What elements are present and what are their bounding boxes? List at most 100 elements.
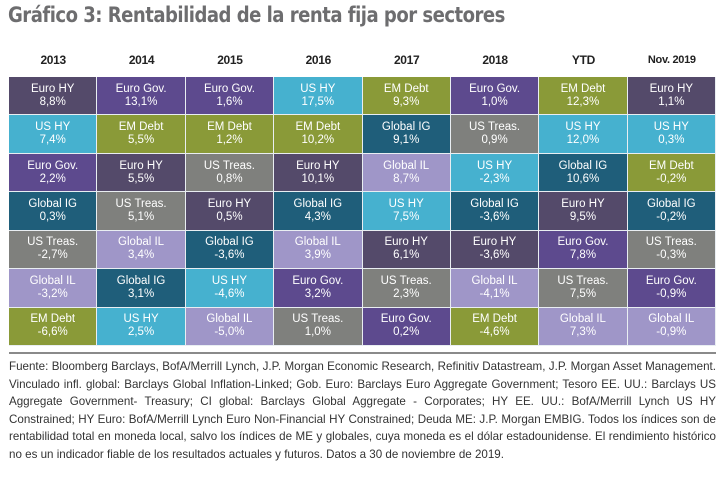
return-value: 2,3% xyxy=(393,287,420,300)
column-headers: 2013 2014 2015 2016 2017 2018 YTD Nov. 2019 xyxy=(9,50,716,70)
sector-label: Global IG xyxy=(116,274,166,287)
grid-cell: Global IG -0,2% xyxy=(627,192,716,231)
return-value: 17,5% xyxy=(301,95,335,108)
grid-cell: US HY 7,4% xyxy=(9,115,98,154)
sector-label: US Treas. xyxy=(292,313,344,326)
sector-label: US Treas. xyxy=(27,236,79,249)
returns-grid: Euro HY 8,8% US HY 7,4% Euro Gov. 2,2% Global … xyxy=(9,77,716,346)
sector-label: Euro Gov. xyxy=(380,313,432,326)
return-value: 7,8% xyxy=(569,249,597,262)
grid-cell: EM Debt -0,2% xyxy=(627,153,716,193)
return-value: 0,8% xyxy=(216,172,243,185)
sector-label: Euro Gov. xyxy=(469,82,521,95)
return-value: -0,2% xyxy=(656,172,687,185)
grid-cell: US HY -4,6% xyxy=(185,269,275,308)
return-value: 6,1% xyxy=(393,249,420,262)
sector-label: EM Debt xyxy=(560,82,606,95)
return-value: 9,3% xyxy=(393,95,420,108)
return-value: -4,1% xyxy=(479,287,510,300)
return-value: 0,2% xyxy=(393,326,420,339)
sector-label: Global IG xyxy=(205,236,254,249)
sector-label: US Treas. xyxy=(115,197,167,210)
column-header: 2016 xyxy=(305,53,332,67)
grid-cell: US HY -2,3% xyxy=(450,153,540,193)
return-value: 13,1% xyxy=(124,95,158,108)
sector-label: Global IG xyxy=(293,197,343,210)
column-header: 2013 xyxy=(40,53,66,67)
grid-cell: US Treas. 7,5% xyxy=(539,269,628,308)
sector-label: Euro Gov. xyxy=(203,82,255,95)
sector-label: EM Debt xyxy=(472,313,517,326)
grid-cell: Euro Gov. 1,6% xyxy=(185,77,275,116)
grid-cell: Global IG 4,3% xyxy=(274,192,363,231)
column-header: 2015 xyxy=(217,53,243,67)
sector-label: US Treas. xyxy=(468,121,521,134)
sector-label: US HY xyxy=(211,274,248,287)
divider xyxy=(9,352,716,354)
grid-cell: Euro Gov. 7,8% xyxy=(539,230,628,270)
grid-cell: US HY 2,5% xyxy=(97,307,186,346)
grid-cell: Global IG 9,1% xyxy=(362,115,451,154)
grid-cell: Global IL 3,4% xyxy=(97,230,186,270)
sector-label: Global IG xyxy=(470,197,519,210)
return-value: 2,5% xyxy=(127,326,155,339)
return-value: -6,6% xyxy=(37,326,68,339)
return-value: 1,1% xyxy=(658,95,685,108)
chart-title: Gráfico 3: Rentabilidad de la renta fija… xyxy=(8,3,505,27)
sector-label: US HY xyxy=(35,121,71,134)
grid-cell: Euro HY 5,5% xyxy=(97,153,186,193)
sector-label: Euro Gov. xyxy=(292,274,344,287)
return-value: 7,5% xyxy=(569,287,597,300)
sector-label: US Treas. xyxy=(557,274,609,287)
grid-cell: US Treas. 0,9% xyxy=(450,115,540,154)
grid-cell: Global IL -0,9% xyxy=(627,307,716,346)
sector-label: US HY xyxy=(565,121,601,134)
sector-label: Global IL xyxy=(118,236,165,249)
return-value: 7,4% xyxy=(39,134,66,147)
return-value: -3,2% xyxy=(37,287,68,300)
grid-cell: US Treas. -2,7% xyxy=(9,230,98,270)
grid-cell: Euro HY 9,5% xyxy=(539,192,628,231)
return-value: 10,1% xyxy=(301,172,335,185)
grid-cell: US Treas. 5,1% xyxy=(97,192,186,231)
sector-label: Euro HY xyxy=(384,236,428,249)
return-value: -0,2% xyxy=(656,210,687,223)
return-value: 1,0% xyxy=(304,326,331,339)
sector-label: US HY xyxy=(388,197,424,210)
sector-label: EM Debt xyxy=(30,313,76,326)
return-value: -0,3% xyxy=(656,249,687,262)
grid-cell: Euro Gov. 1,0% xyxy=(450,77,540,116)
return-value: 0,5% xyxy=(216,210,243,223)
grid-cell: Global IL -5,0% xyxy=(185,307,275,346)
return-value: -3,6% xyxy=(479,249,510,262)
return-value: 0,3% xyxy=(658,134,685,147)
sector-label: Euro HY xyxy=(119,159,163,172)
return-value: 3,1% xyxy=(127,287,155,300)
grid-cell: EM Debt -4,6% xyxy=(450,307,540,346)
footnote: Fuente: Bloomberg Barclays, BofA/Merrill… xyxy=(9,360,716,461)
grid-cell: US Treas. -0,3% xyxy=(627,230,716,270)
return-value: 10,6% xyxy=(566,172,600,185)
return-value: -2,7% xyxy=(37,249,68,262)
grid-cell: Global IL 8,7% xyxy=(362,153,451,193)
grid-cell: Euro Gov. 3,2% xyxy=(274,269,363,308)
sector-label: Euro HY xyxy=(649,82,694,95)
return-value: 12,0% xyxy=(566,134,600,147)
grid-cell: Euro Gov. 0,2% xyxy=(362,307,451,346)
return-value: -2,3% xyxy=(479,172,510,185)
return-value: 3,9% xyxy=(304,249,331,262)
sector-label: Global IL xyxy=(471,274,518,287)
grid-cell: EM Debt 5,5% xyxy=(97,115,186,154)
return-value: 8,7% xyxy=(393,172,420,185)
grid-cell: EM Debt 1,2% xyxy=(185,115,275,154)
sector-label: Euro Gov. xyxy=(115,82,167,95)
sector-label: Global IL xyxy=(648,313,695,326)
return-value: 3,4% xyxy=(127,249,155,262)
column-header: 2018 xyxy=(482,53,508,67)
sector-label: EM Debt xyxy=(207,121,252,134)
grid-cell: Euro Gov. 13,1% xyxy=(97,77,186,116)
grid-cell: EM Debt 12,3% xyxy=(539,77,628,116)
sector-label: Global IL xyxy=(559,313,606,326)
grid-cell: Euro HY -3,6% xyxy=(450,230,540,270)
sector-label: Global IG xyxy=(647,197,696,210)
